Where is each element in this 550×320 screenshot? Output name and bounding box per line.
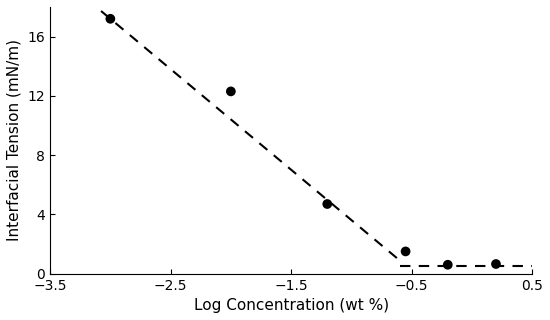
- Point: [492, 261, 500, 267]
- Point: [106, 16, 115, 21]
- X-axis label: Log Concentration (wt %): Log Concentration (wt %): [194, 298, 389, 313]
- Y-axis label: Interfacial Tension (mN/m): Interfacial Tension (mN/m): [7, 39, 22, 241]
- Point: [401, 249, 410, 254]
- Point: [323, 202, 332, 207]
- Point: [443, 262, 452, 267]
- Point: [227, 89, 235, 94]
